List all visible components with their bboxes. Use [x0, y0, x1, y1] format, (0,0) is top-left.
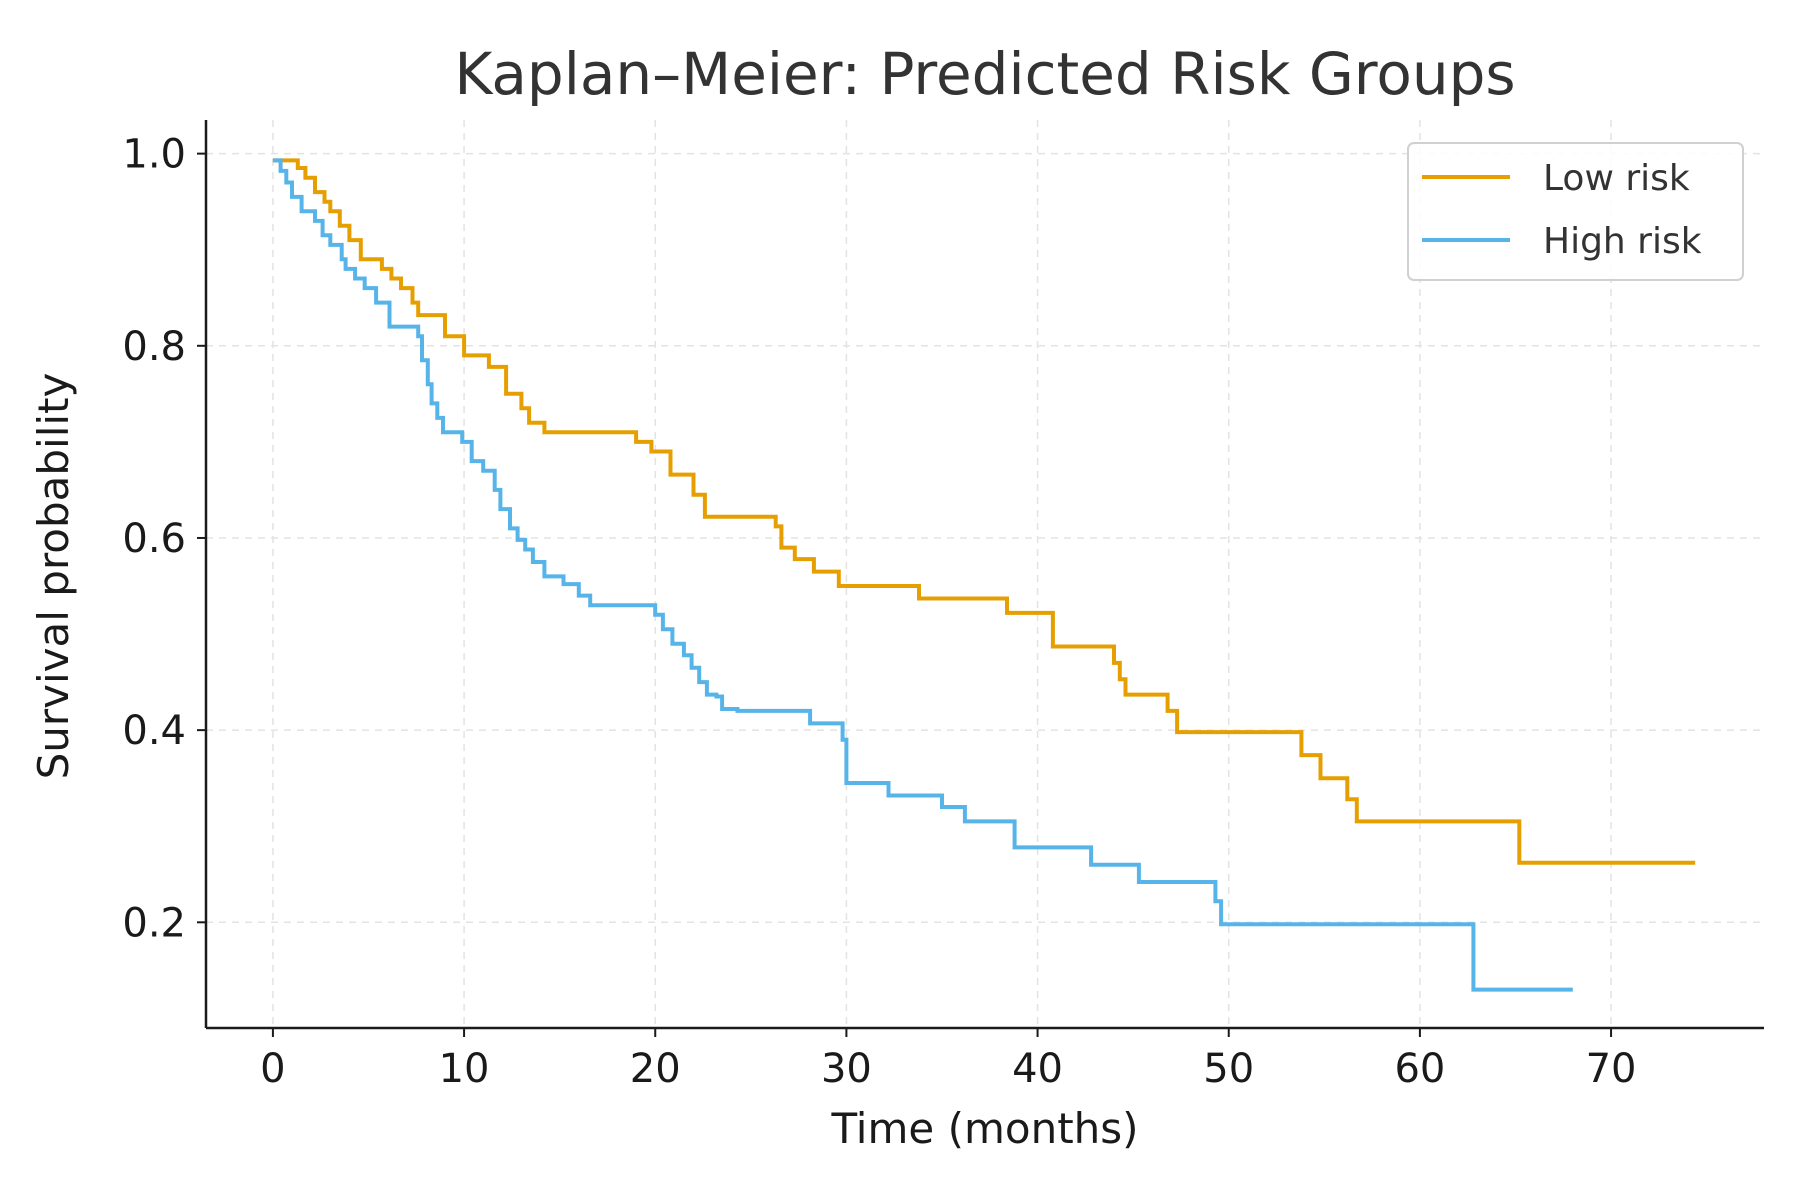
x-tick-label: 50: [1203, 1046, 1254, 1092]
x-tick-label: 0: [260, 1046, 285, 1092]
y-tick-label: 1.0: [122, 132, 186, 178]
axes: [204, 120, 1764, 1030]
series-line-low-risk: [272, 158, 1696, 865]
grid-lines: [206, 120, 1764, 1028]
series-layer: [272, 158, 1696, 992]
y-tick-label: 0.6: [122, 516, 186, 562]
y-axis-label: Survival probability: [29, 373, 78, 780]
x-tick-label: 20: [630, 1046, 681, 1092]
x-tick-label: 40: [1012, 1046, 1063, 1092]
legend: Low risk High risk: [1407, 142, 1744, 281]
x-tick-label: 30: [821, 1046, 872, 1092]
y-tick-label: 0.8: [122, 324, 186, 370]
y-tick-label: 0.2: [122, 900, 186, 946]
legend-label-high-risk: High risk: [1543, 221, 1702, 262]
legend-label-low-risk: Low risk: [1543, 158, 1690, 199]
tick-labels: 0 10 20 30 40 50 60 70 0.2 0.4 0.6 0.8 1.0: [122, 132, 1636, 1092]
x-tick-label: 60: [1394, 1046, 1445, 1092]
chart-title: Kaplan–Meier: Predicted Risk Groups: [454, 40, 1515, 108]
series-line-high-risk: [272, 158, 1573, 992]
y-tick-label: 0.4: [122, 708, 186, 754]
x-tick-label: 70: [1586, 1046, 1637, 1092]
x-tick-label: 10: [439, 1046, 490, 1092]
x-axis-label: Time (months): [830, 1104, 1138, 1153]
